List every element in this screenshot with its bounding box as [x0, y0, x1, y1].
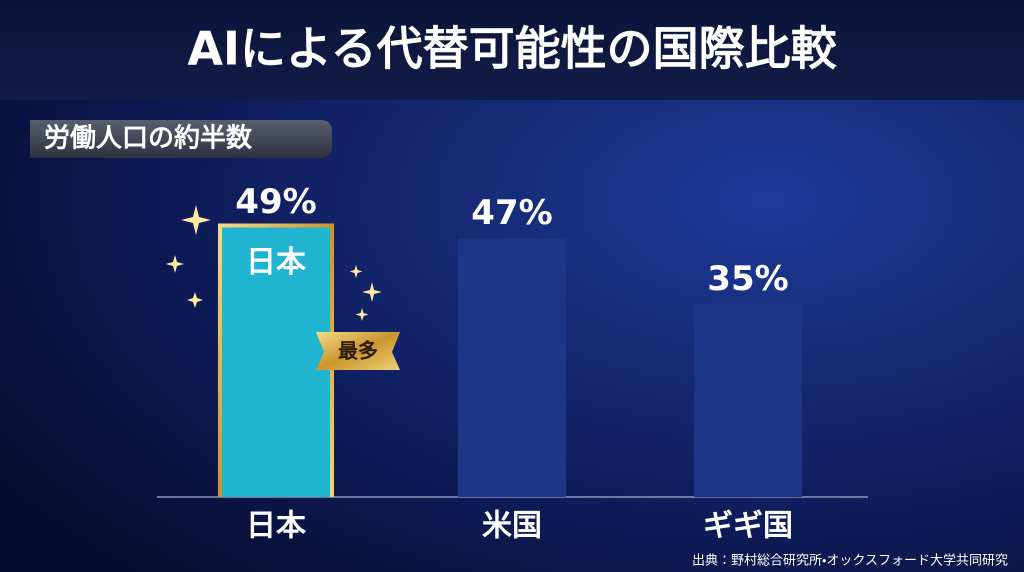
value-label: 47% — [471, 193, 552, 233]
x-tick-label: 米国 — [482, 509, 542, 544]
annotation-badge — [316, 332, 400, 370]
subtitle: 労働人口の約半数 — [44, 123, 253, 154]
bar — [694, 304, 802, 497]
value-label: 49% — [235, 182, 316, 222]
x-tick-label: 日本 — [246, 509, 307, 544]
bar-inner-label: 日本 — [246, 245, 307, 280]
bar — [222, 227, 330, 497]
chart-title: AIによる代替可能性の国際比較 — [187, 22, 837, 76]
title-band — [0, 0, 1024, 100]
subtitle-plate — [30, 120, 332, 158]
bar — [458, 238, 566, 497]
source: 出典：野村総合研究所・オックスフォード大学共同研究 — [692, 553, 1008, 569]
annotation: 最多 — [338, 339, 378, 363]
x-tick-label: ギギ国 — [703, 509, 793, 544]
value-label: 35% — [707, 259, 788, 299]
sparkles — [166, 205, 382, 321]
